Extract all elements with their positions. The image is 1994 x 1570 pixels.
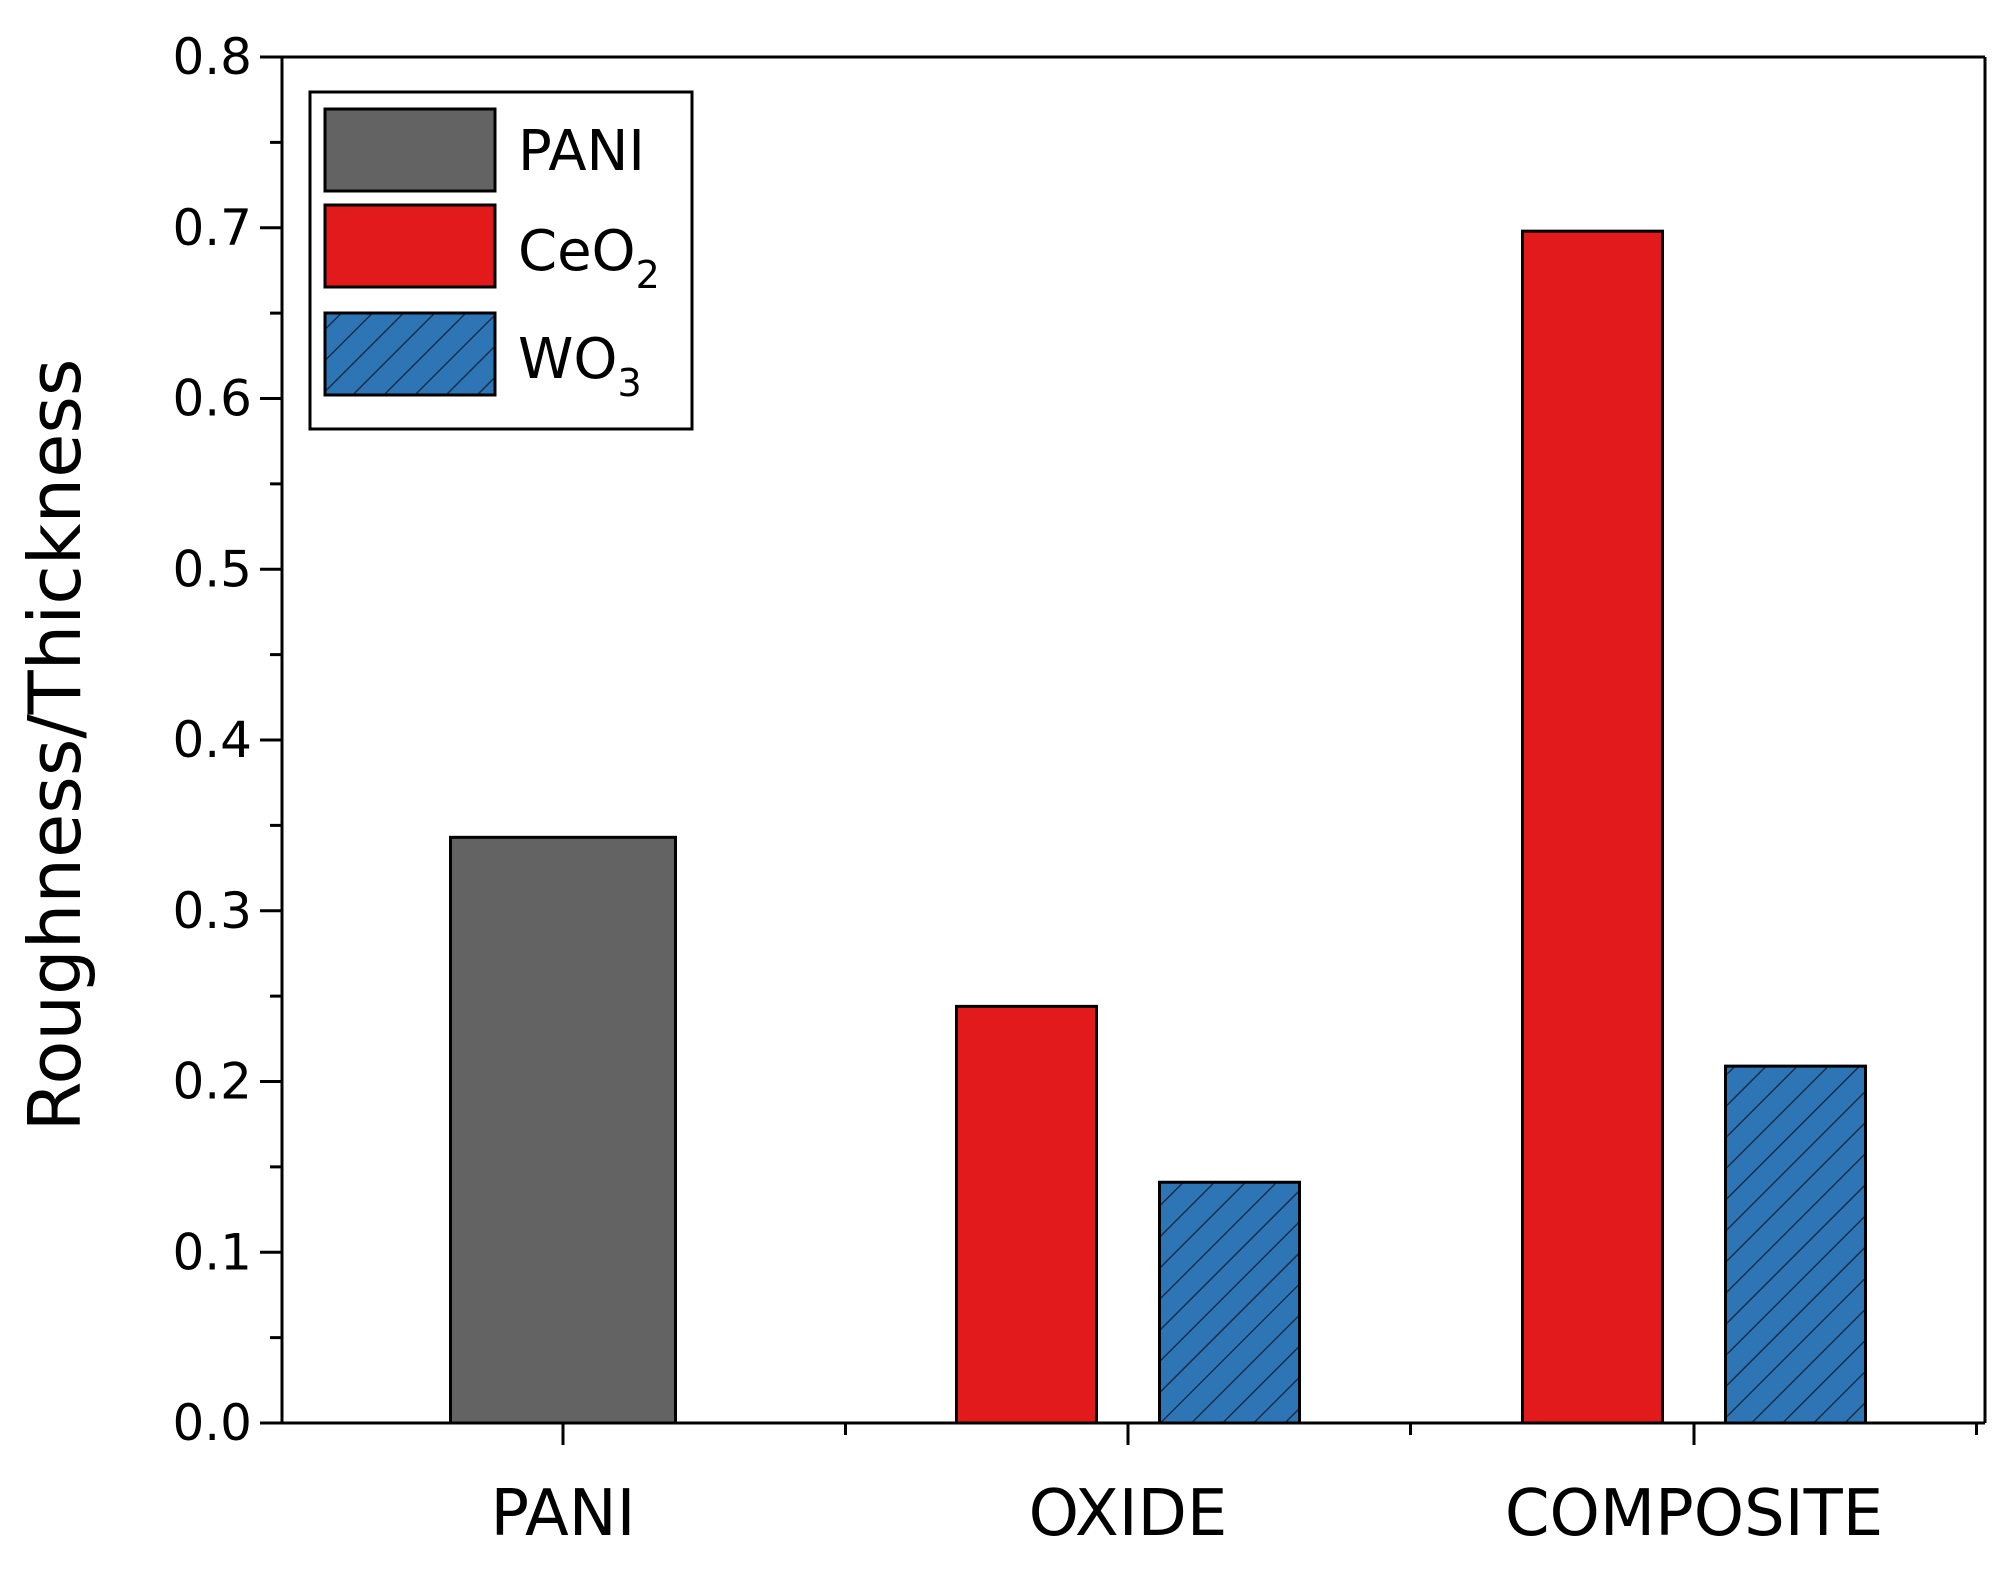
legend-swatch-ceo2 — [323, 203, 497, 289]
legend-label-wo3: WO3 — [518, 327, 642, 405]
y-tick-label: 0.4 — [172, 711, 252, 769]
bar-wo3-oxide — [1158, 1180, 1301, 1425]
bar-pani-pani — [449, 835, 677, 1425]
legend-label-wo3-sub: 3 — [617, 361, 641, 405]
y-tick-label: 0.3 — [172, 882, 252, 940]
y-ticks-group: 0.0 0.1 0.2 0.3 0.4 0.5 0.6 0.7 0.8 — [172, 28, 282, 1452]
bars-group — [449, 229, 1867, 1425]
x-category-label: PANI — [490, 1477, 635, 1551]
y-tick-label: 0.1 — [172, 1223, 252, 1281]
y-tick-label: 0.5 — [172, 540, 252, 598]
bar-ceo2-composite — [1521, 229, 1664, 1425]
x-category-label: COMPOSITE — [1505, 1477, 1883, 1551]
legend-label-pani: PANI — [518, 119, 645, 184]
axes-group — [280, 55, 1987, 1425]
legend-label-wo3-main: WO — [518, 327, 617, 392]
legend-swatch-wo3 — [323, 311, 497, 397]
legend-label-ceo2-sub: 2 — [636, 253, 660, 297]
legend-label-ceo2-main: CeO — [518, 219, 636, 284]
y-tick-label: 0.7 — [172, 199, 252, 257]
x-ticks-group: PANI OXIDE COMPOSITE — [490, 1423, 1978, 1551]
legend-label-ceo2: CeO2 — [518, 219, 660, 297]
legend: PANI CeO2 WO3 — [308, 90, 694, 431]
y-tick-label: 0.2 — [172, 1053, 252, 1111]
bar-ceo2-oxide — [955, 1004, 1098, 1425]
y-axis-title: Roughness/Thickness — [13, 359, 97, 1132]
bar-wo3-composite — [1724, 1064, 1867, 1425]
y-tick-label: 0.8 — [172, 28, 252, 86]
y-tick-label: 0.6 — [172, 370, 252, 428]
y-tick-label: 0.0 — [172, 1394, 252, 1452]
x-category-label: OXIDE — [1029, 1477, 1228, 1551]
legend-swatch-pani — [323, 107, 497, 193]
